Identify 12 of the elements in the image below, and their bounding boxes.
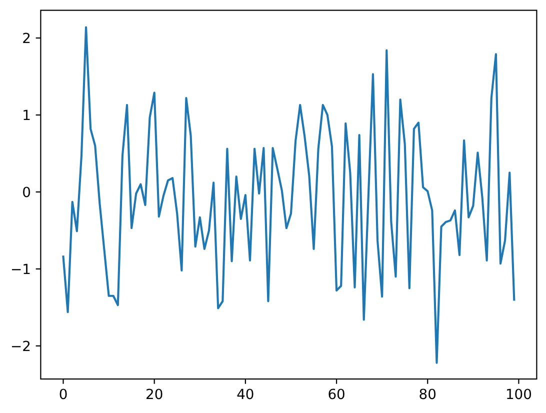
y-tick-label: 0 [22,184,31,201]
x-tick-label: 100 [505,387,532,404]
y-tick-label: 1 [22,108,31,124]
y-tick-label: 2 [22,30,31,47]
x-tick-label: 20 [146,387,164,404]
x-tick-label: 60 [328,387,346,404]
x-tick-label: 40 [236,387,254,404]
x-tick-label: 80 [418,387,436,404]
x-tick-label: 0 [58,387,68,404]
line-series [62,26,516,364]
y-tick-label: −1 [10,262,31,278]
y-tick-label: −2 [10,338,31,355]
